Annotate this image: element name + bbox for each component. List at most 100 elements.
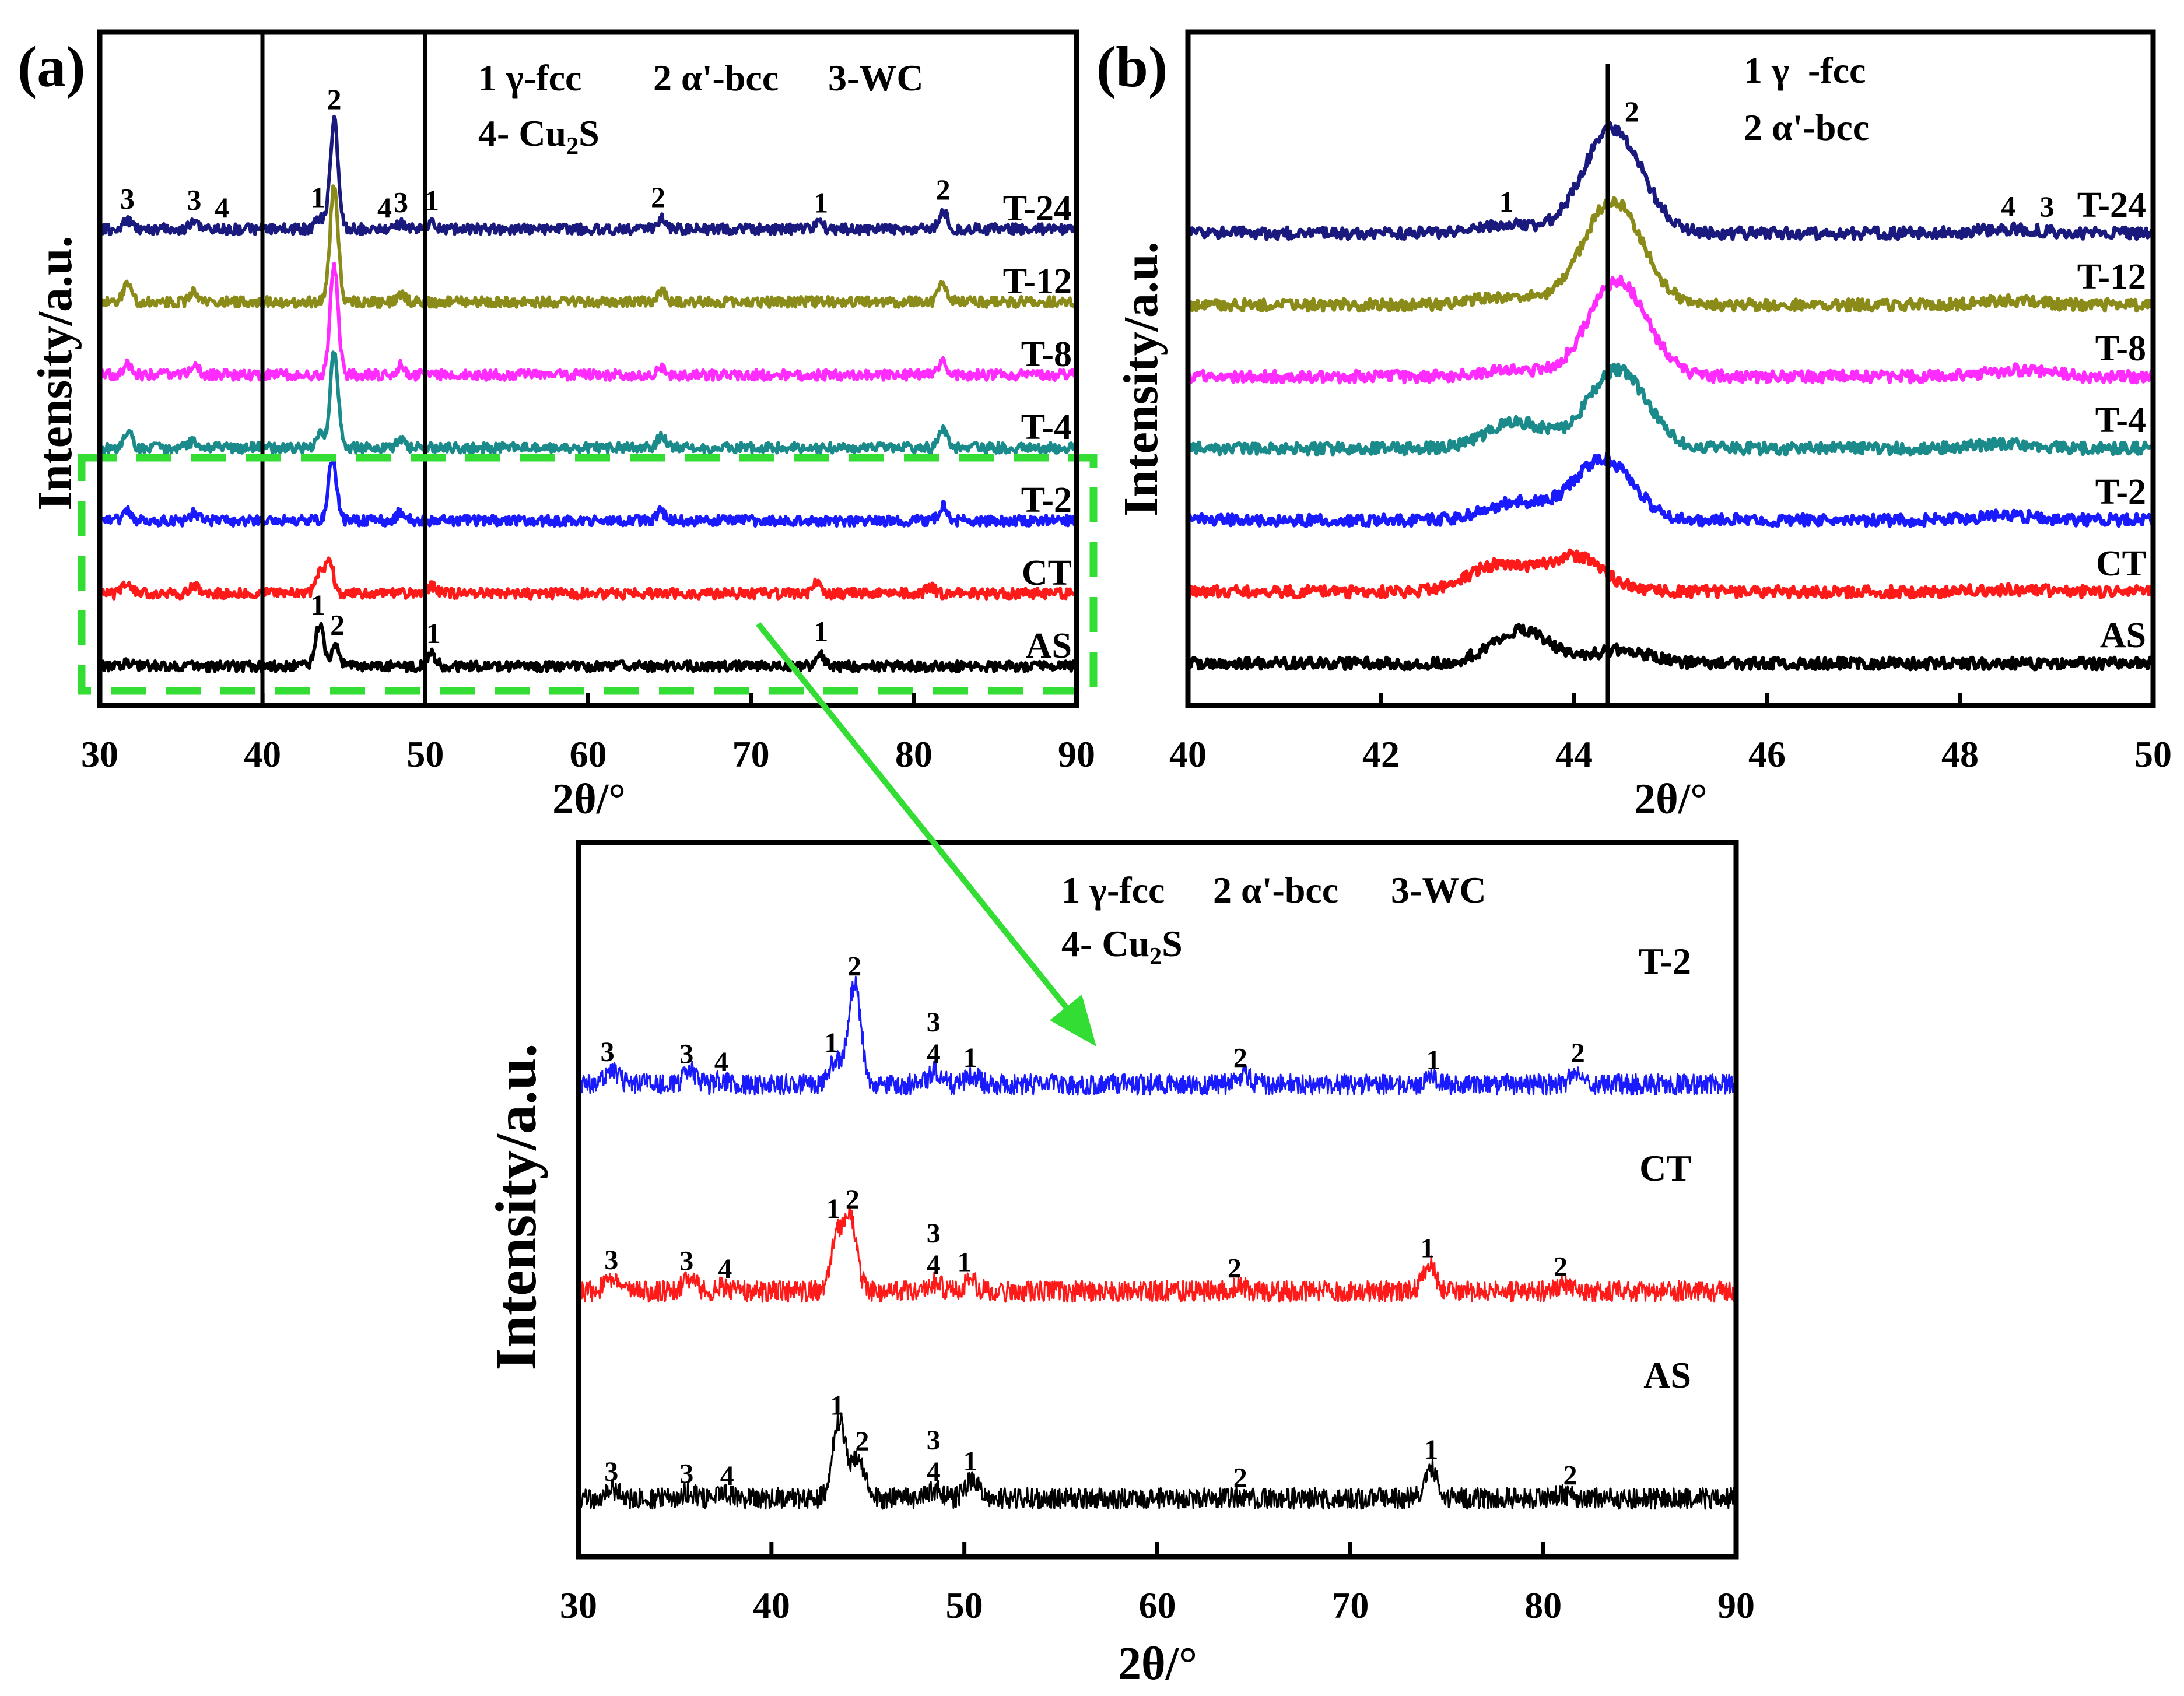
panel-c-peak-label: 3 xyxy=(927,1007,941,1038)
panel-a-label: (a) xyxy=(17,34,86,99)
panel-a-peak-label: 1 xyxy=(311,588,325,621)
panel-c-tick-label: 50 xyxy=(946,1585,983,1626)
panel-c-peak-label: 3 xyxy=(679,1246,693,1277)
panel-a-legend-cu2s: 4- Cu2S xyxy=(478,113,600,160)
panel-c-peak-label: 3 xyxy=(604,1456,618,1487)
panel-b-trace-t-2 xyxy=(1186,451,2155,528)
panel-a-peak-label: 2 xyxy=(330,609,345,641)
panel-c-trace-ct xyxy=(578,1204,1737,1303)
panel-c-peak-label: 2 xyxy=(1233,1042,1247,1073)
panel-c-tick-label: 80 xyxy=(1524,1585,1562,1626)
panel-a-legend-gamma-fcc: 1 γ-fcc xyxy=(478,57,581,99)
panel-inset-legend: 1 γ-fcc 2 α'-bcc 3-WC 4- Cu2S xyxy=(1061,869,1487,970)
panel-inset-series-labels: T-2 CT AS xyxy=(1639,940,1691,1396)
panel-a-legend-s: S xyxy=(579,113,600,154)
panel-c-peak-label: 4 xyxy=(927,1038,941,1069)
zoom-arrow-shaft xyxy=(756,621,1074,1017)
panel-a-tick-label: 90 xyxy=(1058,733,1095,775)
panel-c-series-label-as: AS xyxy=(1643,1354,1691,1396)
panel-c-series-label-ct: CT xyxy=(1639,1147,1691,1189)
panel-a-tick-label: 80 xyxy=(895,733,933,775)
panel-a-trace-as xyxy=(98,621,1078,673)
panel-a-legend: 1 γ-fcc 2 α'-bcc 3-WC 4- Cu2S xyxy=(478,57,924,160)
panel-b-tick-label: 50 xyxy=(2134,733,2172,775)
panel-c-peak-label: 1 xyxy=(1426,1044,1440,1075)
panel-a-peak-labels: 3 3 4 124 3 1 2 1 212 1 1 xyxy=(120,83,951,649)
panel-a-peak-label: 3 xyxy=(187,183,201,216)
panel-a-legend-alpha-bcc: 2 α'-bcc xyxy=(653,57,779,99)
panel-inset-legend-alpha-bcc: 2 α'-bcc xyxy=(1213,869,1338,911)
panel-b-series-label-t-2: T-2 xyxy=(2095,472,2146,512)
panel-c-tick-label: 60 xyxy=(1139,1585,1176,1626)
panel-b-series-label-t-4: T-4 xyxy=(2095,401,2146,440)
panel-c-peak-label: 3 xyxy=(679,1458,693,1489)
panel-b-x-axis-label: 2θ/° xyxy=(1634,775,1708,823)
panel-b-tick-label: 42 xyxy=(1362,733,1400,775)
panel-c-peak-label: 4 xyxy=(927,1456,941,1487)
panel-c-peak-label: 2 xyxy=(1554,1251,1568,1282)
panel-b-tick-label: 48 xyxy=(1941,733,1979,775)
panel-inset-y-axis-label: Intensity/a.u. xyxy=(483,1043,548,1370)
panel-c-peak-label: 2 xyxy=(1228,1253,1242,1284)
panel-a-trace-ct xyxy=(98,556,1078,601)
panel-b-peak-label: 1 xyxy=(1499,185,1514,218)
panel-a-series-label-ct: CT xyxy=(1022,553,1072,593)
panel-a-trace-t-4 xyxy=(98,350,1078,455)
panel-c-tick-label: 40 xyxy=(753,1585,790,1626)
panel-a: (a) 30 40 50 60 70 80 90 T-24 T-12 T-8 T-4 T-2 CT AS… xyxy=(17,29,1098,823)
panel-b-trace-ct xyxy=(1187,548,2155,600)
panel-a-legend-cu: 4- Cu xyxy=(478,113,566,154)
panel-a-y-axis-label: Intensity/a.u. xyxy=(28,236,82,510)
panel-b-peak-label: 4 xyxy=(2001,190,2015,223)
panel-b-series-label-t-24: T-24 xyxy=(2077,185,2146,225)
panel-c-peak-label: 2 xyxy=(846,1184,860,1215)
panel-a-peak-label: 3 xyxy=(120,182,135,215)
panel-c-peak-label: 1 xyxy=(824,1027,838,1058)
panel-c-peak-label: 1 xyxy=(1424,1434,1438,1465)
panel-inset-traces xyxy=(577,975,1737,1510)
panel-b-y-axis-label: Intensity/a.u. xyxy=(1114,241,1168,516)
panel-a-series-label-t-12: T-12 xyxy=(1003,262,1072,301)
panel-a-series-label-as: AS xyxy=(1026,626,1072,666)
panel-a-series-label-t-24: T-24 xyxy=(1003,189,1072,229)
panel-c-peak-label: 4 xyxy=(720,1460,734,1491)
panel-b-x-ticks: 40 42 44 46 48 50 xyxy=(1169,693,2172,775)
panel-c-peak-label: 2 xyxy=(855,1426,869,1457)
panel-b-series-label-t-8: T-8 xyxy=(2095,329,2146,368)
panel-a-trace-t-2 xyxy=(99,458,1078,528)
panel-a-tick-label: 60 xyxy=(570,733,607,775)
panel-inset-legend-cu2s: 4- Cu2S xyxy=(1061,923,1183,970)
panel-c-peak-label: 3 xyxy=(604,1245,618,1276)
panel-inset-legend-sub: 2 xyxy=(1149,943,1162,970)
panel-a-tick-label: 50 xyxy=(406,733,444,775)
panel-a-x-ticks: 30 40 50 60 70 80 90 xyxy=(81,693,1095,775)
panel-b-series-label-ct: CT xyxy=(2096,544,2146,584)
panel-b-peak-label: 2 xyxy=(1625,95,1639,128)
panel-a-peak-label: 1 xyxy=(426,617,441,649)
panel-c-peak-label: 1 xyxy=(1421,1233,1435,1264)
panel-inset-x-axis-label: 2θ/° xyxy=(1118,1638,1197,1690)
panel-c-peak-label: 4 xyxy=(718,1253,732,1284)
panel-c-peak-label: 4 xyxy=(714,1047,728,1077)
panel-c-trace-as xyxy=(577,1412,1737,1510)
panel-b-tick-label: 40 xyxy=(1169,733,1207,775)
zoom-arrow-head xyxy=(1050,995,1096,1047)
panel-b-legend-alpha-bcc: 2 α'-bcc xyxy=(1744,107,1869,148)
panel-a-tick-label: 70 xyxy=(732,733,770,775)
panel-a-peak-label: 3 xyxy=(394,186,408,219)
panel-b-legend: 1 γ -fcc 2 α'-bcc xyxy=(1744,50,1869,148)
panel-b-trace-t-4 xyxy=(1186,362,2155,457)
panel-c-peak-label: 2 xyxy=(1563,1460,1577,1491)
panel-a-series-label-t-4: T-4 xyxy=(1021,408,1072,447)
panel-a-trace-t-8 xyxy=(98,261,1078,382)
panel-a-legend-wc: 3-WC xyxy=(828,57,924,99)
panel-c-peak-label: 2 xyxy=(1233,1462,1247,1493)
panel-b-peak-label: 3 xyxy=(2039,190,2054,223)
panel-c-peak-label: 2 xyxy=(847,951,861,982)
panel-b-series-label-as: AS xyxy=(2100,616,2146,655)
panel-b-peak-labels: 1 2 4 3 xyxy=(1499,95,2055,223)
panel-c-peak-label: 1 xyxy=(958,1247,972,1278)
panel-c-peak-label: 3 xyxy=(679,1039,693,1070)
panel-a-traces xyxy=(98,114,1078,673)
